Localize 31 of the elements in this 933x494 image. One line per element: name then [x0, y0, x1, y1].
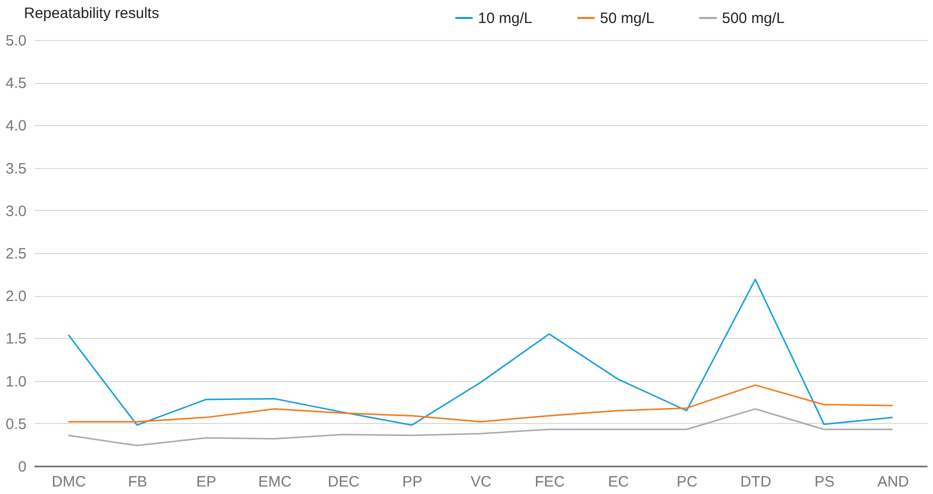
x-tick-label: FB	[128, 474, 148, 490]
legend-label: 50 mg/L	[600, 10, 654, 27]
line-series	[68, 408, 894, 446]
x-tick-label: PC	[676, 474, 698, 490]
line-series	[68, 278, 894, 426]
x-tick-label: FEC	[534, 474, 565, 490]
legend-label: 10 mg/L	[478, 10, 532, 27]
y-tick-label: 3.0	[6, 202, 26, 220]
x-tick-label: DMC	[52, 474, 86, 490]
y-tick-label: 4.0	[6, 118, 26, 135]
y-tick-label: 5.0	[6, 32, 26, 50]
x-tick-label: AND	[877, 474, 910, 490]
y-tick-label: 4.5	[6, 75, 26, 92]
y-tick-label: 0.5	[6, 416, 26, 433]
x-tick-label: PS	[814, 474, 834, 490]
chart-title: Repeatability results	[24, 5, 160, 22]
line-series	[68, 384, 894, 422]
x-tick-label: EC	[608, 474, 629, 490]
x-tick-label: PP	[402, 474, 422, 490]
x-tick-label: DTD	[740, 474, 772, 490]
y-tick-label: 0	[18, 458, 26, 476]
y-tick-label: 2.0	[6, 288, 26, 306]
y-tick-label: 3.5	[6, 160, 26, 178]
x-tick-label: EP	[196, 474, 216, 490]
y-tick-label: 2.5	[6, 246, 26, 262]
y-tick-label: 1.5	[6, 330, 26, 348]
y-tick-label: 1.0	[6, 373, 26, 390]
x-tick-label: EMC	[258, 474, 292, 490]
legend-label: 500 mg/L	[722, 10, 785, 27]
x-tick-label: VC	[470, 474, 492, 490]
x-tick-label: DEC	[328, 474, 360, 490]
